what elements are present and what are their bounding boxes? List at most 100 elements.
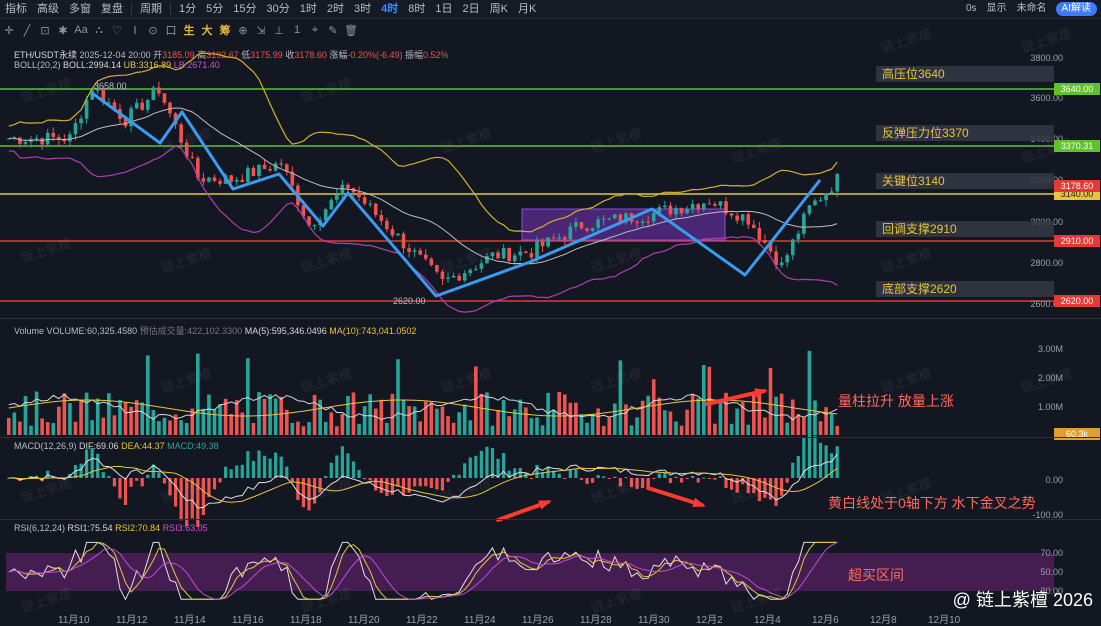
macd-histogram-bar [602, 476, 606, 478]
date-label: 12月4 [754, 615, 781, 626]
draw-tool-7[interactable]: Ⅰ [133, 24, 137, 37]
volume-bar [524, 407, 528, 435]
ai-interpret-button[interactable]: AI解读 [1055, 2, 1097, 16]
candle-body [646, 221, 650, 223]
candle-body [607, 218, 612, 220]
toolbar-item-1[interactable]: 高级 [37, 3, 59, 15]
volume-bar [740, 402, 745, 435]
volume-bar [223, 398, 228, 435]
macd-histogram-bar [552, 470, 556, 478]
volume-bar [112, 415, 117, 435]
candle-body [368, 203, 372, 205]
macd-histogram-bar [96, 453, 100, 478]
draw-tool-3[interactable]: ✱ [58, 24, 68, 37]
draw-tool-4[interactable]: Aa [74, 24, 88, 36]
draw-tool-15[interactable]: ⊥ [274, 24, 284, 37]
candle-body [562, 237, 567, 240]
toolbar-item-15[interactable]: 2日 [462, 3, 480, 15]
display-button[interactable]: 显示 [986, 3, 1007, 14]
toolbar-item-5[interactable]: 1分 [179, 3, 197, 15]
watermark: 链上紫檀 [299, 365, 354, 396]
drawing-toolbar: ✛ ╱ ⊡ ✱ Aa ⛬ ♡ Ⅰ ⊙ 口生大筹 ⊕ ⇲ ⊥ 1 ⌖ ✎ 🗑 [0, 18, 520, 42]
draw-tool-8[interactable]: ⊙ [148, 24, 158, 37]
volume-bar [679, 425, 684, 435]
volume-bar [101, 417, 106, 435]
candle-body [740, 214, 745, 221]
date-label: 11月18 [290, 615, 322, 626]
macd-histogram-bar [785, 478, 789, 483]
volume-bar [451, 422, 456, 435]
toolbar-item-16[interactable]: 周K [489, 3, 508, 15]
candle-body [529, 253, 534, 258]
draw-tool-12[interactable]: 筹 [219, 25, 231, 37]
draw-tool-17[interactable]: ⌖ [311, 23, 319, 36]
toolbar-item-8[interactable]: 30分 [266, 3, 290, 15]
macd-histogram-bar [568, 469, 572, 478]
macd-histogram-bar [674, 476, 678, 478]
volume-bar [6, 417, 11, 435]
toolbar-item-7[interactable]: 15分 [233, 3, 257, 15]
draw-tool-19[interactable]: 🗑 [344, 24, 358, 37]
candle-body [540, 241, 545, 247]
draw-tool-9[interactable]: 口 [165, 25, 177, 37]
volume-bar [34, 391, 39, 435]
rsi-name: RSI(6,12,24) [14, 523, 66, 533]
layout-name[interactable]: 未命名 [1016, 3, 1047, 14]
draw-tool-11[interactable]: 大 [201, 25, 213, 37]
boll-lower-band [8, 145, 838, 313]
toolbar-item-0[interactable]: 指标 [5, 3, 27, 15]
volume-bar [562, 394, 567, 435]
draw-tool-5[interactable]: ⛬ [95, 23, 103, 36]
toolbar-item-6[interactable]: 5分 [206, 3, 224, 15]
volume-bar [18, 421, 22, 435]
draw-tool-13[interactable]: ⊕ [238, 24, 248, 37]
toolbar-item-3[interactable]: 复盘 [101, 3, 123, 15]
candle-body [279, 163, 284, 165]
macd-arrow-down [646, 486, 704, 507]
draw-tool-0[interactable]: ✛ [4, 24, 14, 37]
volume-bar [190, 408, 195, 435]
toolbar-item-10[interactable]: 2时 [326, 3, 344, 15]
draw-tool-1[interactable]: ╱ [23, 24, 31, 37]
volume-bar [540, 425, 545, 435]
draw-tool-14[interactable]: ⇲ [256, 24, 266, 37]
candle-body [813, 200, 817, 206]
latency-indicator[interactable]: 0s [965, 3, 977, 14]
volume-bar [396, 359, 400, 435]
toolbar-item-17[interactable]: 月K [517, 3, 537, 15]
macd-histogram-bar [802, 437, 806, 478]
toolbar-item-14[interactable]: 1日 [435, 3, 453, 15]
watermark: 链上紫檀 [589, 125, 644, 156]
volume-bar [501, 399, 506, 435]
volume-bar [746, 424, 751, 435]
volume-bar [512, 409, 517, 435]
macd-histogram-bar [396, 478, 400, 487]
toolbar-item-13[interactable]: 8时 [408, 3, 426, 15]
toolbar-item-2[interactable]: 多窗 [69, 3, 91, 15]
toolbar-item-11[interactable]: 3时 [354, 3, 372, 15]
volume-bar [151, 409, 156, 435]
consolidation-box [521, 208, 726, 241]
draw-tool-16[interactable]: 1 [293, 24, 301, 36]
macd-histogram-bar [413, 478, 417, 487]
candle-body [73, 123, 78, 135]
open-value: 3185.09 [162, 50, 195, 60]
change-label: 涨幅 [329, 50, 348, 60]
volume-bar [646, 395, 650, 435]
draw-tool-6[interactable]: ♡ [112, 24, 122, 37]
candle-body [118, 108, 122, 119]
toolbar-item-4[interactable]: 周期 [140, 3, 162, 15]
candle-body [296, 185, 300, 206]
toolbar-item-9[interactable]: 1时 [299, 3, 317, 15]
volume-bar [407, 406, 411, 435]
macd-histogram-bar [235, 465, 239, 478]
macd-histogram-bar [285, 466, 289, 478]
candle-body [23, 142, 28, 144]
toolbar-item-12[interactable]: 4时 [381, 3, 399, 15]
volume-bar [529, 418, 534, 435]
draw-tool-2[interactable]: ⊡ [40, 24, 50, 37]
macd-histogram-bar [12, 477, 16, 479]
draw-tool-18[interactable]: ✎ [328, 24, 338, 37]
candle-body [824, 193, 828, 201]
draw-tool-10[interactable]: 生 [183, 25, 195, 37]
